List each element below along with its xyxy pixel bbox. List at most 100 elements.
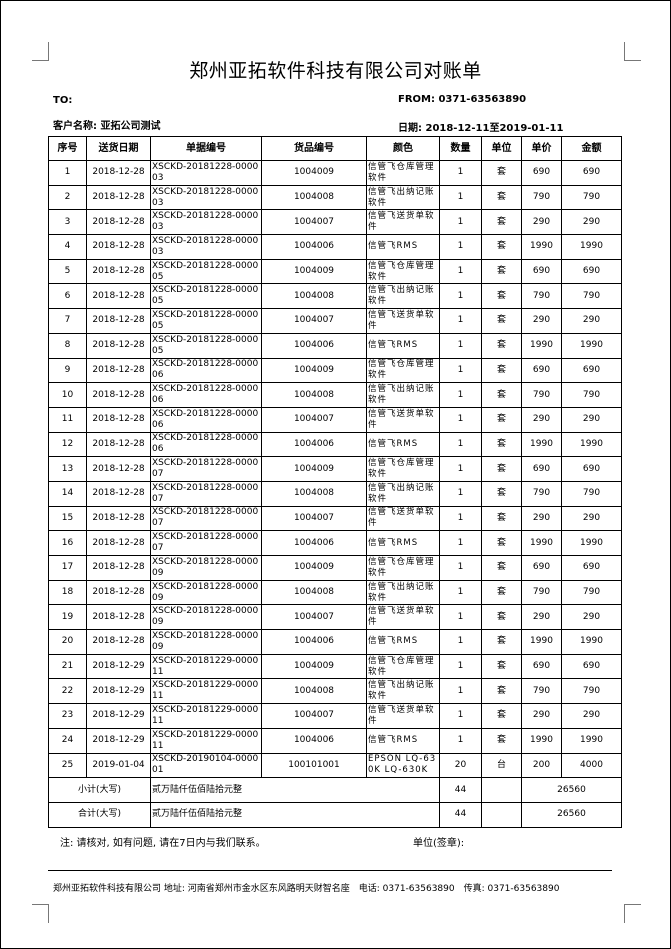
table-cell: 信管飞RMS [366, 431, 440, 458]
table-cell: 11 [48, 406, 87, 433]
table-cell: XSCKD-20181228-000006 [150, 406, 262, 433]
table-cell: 1990 [561, 629, 622, 655]
table-row: 2 2018-12-28 XSCKD-20181228-000003 1004008 信… [48, 184, 622, 211]
table-cell: XSCKD-20181228-000009 [150, 604, 262, 631]
table-cell: 套 [481, 629, 522, 655]
table-cell: EPSON LQ-630K LQ-630K [366, 752, 440, 779]
table-row: 23 2018-12-29 XSCKD-20181229-000011 1004007… [48, 703, 622, 729]
table-cell: 信管飞送货单软件 [366, 406, 440, 433]
table-cell: 2018-12-28 [86, 530, 151, 556]
table-cell: 290 [521, 308, 562, 334]
table-cell: 690 [561, 555, 622, 581]
table-cell: 套 [481, 382, 522, 408]
table-cell: 2018-12-28 [86, 332, 151, 359]
crop-mark [624, 904, 641, 923]
table-cell: 套 [481, 530, 522, 556]
subtotal-quantity: 44 [439, 777, 482, 803]
table-cell: 690 [521, 456, 562, 482]
column-header: 单位 [481, 136, 522, 161]
table-cell: 信管飞送货单软件 [366, 703, 440, 729]
table-cell: 1004009 [261, 258, 367, 285]
table-cell: 690 [521, 258, 562, 285]
table-cell: 2018-12-28 [86, 604, 151, 631]
table-cell: 20 [439, 752, 482, 779]
column-header: 金额 [561, 136, 622, 161]
table-cell: 1004008 [261, 678, 367, 705]
table-cell: 信管飞送货单软件 [366, 604, 440, 631]
table-cell: 1990 [521, 431, 562, 458]
table-cell: 信管飞仓库管理软件 [366, 357, 440, 384]
table-cell: 套 [481, 160, 522, 186]
table-cell: XSCKD-20181228-000007 [150, 505, 262, 532]
table-cell: 1 [439, 234, 482, 260]
table-cell: 2018-12-29 [86, 703, 151, 729]
table-cell: 1 [439, 579, 482, 606]
table-cell: 9 [48, 357, 87, 384]
table-cell: 套 [481, 505, 522, 532]
document-title: 郑州亚拓软件科技有限公司对账单 [189, 60, 482, 82]
table-cell: 2018-12-29 [86, 727, 151, 754]
table-row: 16 2018-12-28 XSCKD-20181228-000007 1004006… [48, 530, 622, 556]
table-row: 21 2018-12-29 XSCKD-20181229-000011 1004009… [48, 653, 622, 680]
table-row: 25 2019-01-04 XSCKD-20190104-000001 1001010… [48, 752, 622, 779]
table-cell: 790 [561, 382, 622, 408]
table-cell: 1 [439, 160, 482, 186]
table-cell: 2018-12-28 [86, 234, 151, 260]
table-cell: 1 [48, 160, 87, 186]
footer-contact: 郑州亚拓软件科技有限公司 地址: 河南省郑州市金水区东风路明天财智名座 电话: … [53, 884, 560, 894]
table-cell: 690 [521, 653, 562, 680]
table-cell: 套 [481, 555, 522, 581]
table-cell: 200 [521, 752, 562, 779]
table-cell: 2018-12-29 [86, 653, 151, 680]
table-row: 19 2018-12-28 XSCKD-20181228-000009 1004007… [48, 604, 622, 631]
table-cell: 1004009 [261, 555, 367, 581]
table-cell: 信管飞仓库管理软件 [366, 653, 440, 680]
table-cell: XSCKD-20181228-000006 [150, 382, 262, 408]
table-cell: 2018-12-28 [86, 160, 151, 186]
table-cell: 信管飞RMS [366, 234, 440, 260]
to-label: TO: [53, 95, 73, 106]
table-cell: 1 [439, 629, 482, 655]
table-cell: XSCKD-20181229-000011 [150, 703, 262, 729]
from-phone: FROM: 0371-63563890 [398, 94, 527, 105]
table-cell: 套 [481, 258, 522, 285]
table-cell: 1004007 [261, 703, 367, 729]
table-cell: 1 [439, 431, 482, 458]
table-cell: 2018-12-29 [86, 678, 151, 705]
table-cell: 290 [521, 209, 562, 236]
table-cell: 790 [521, 579, 562, 606]
table-cell: 信管飞出纳记账软件 [366, 283, 440, 310]
table-cell: 套 [481, 184, 522, 211]
table-cell: 1004008 [261, 283, 367, 310]
table-cell: 1004009 [261, 456, 367, 482]
table-cell: 套 [481, 678, 522, 705]
table-cell: 1990 [561, 727, 622, 754]
column-header: 单据编号 [150, 136, 262, 161]
table-cell: 790 [521, 382, 562, 408]
table-cell: 1004009 [261, 357, 367, 384]
table-cell: 1004007 [261, 604, 367, 631]
table-cell: 信管飞出纳记账软件 [366, 678, 440, 705]
table-cell: 15 [48, 505, 87, 532]
table-cell: 台 [481, 752, 522, 779]
crop-mark [624, 42, 641, 61]
table-cell: 套 [481, 406, 522, 433]
table-cell: 2 [48, 184, 87, 211]
table-cell: 7 [48, 308, 87, 334]
table-row: 4 2018-12-28 XSCKD-20181228-000003 1004006 信… [48, 234, 622, 260]
table-cell: 套 [481, 308, 522, 334]
table-cell: 690 [521, 555, 562, 581]
column-header: 货品编号 [261, 136, 367, 161]
table-cell: 690 [561, 160, 622, 186]
table-cell: 1 [439, 308, 482, 334]
table-cell: 2018-12-28 [86, 480, 151, 507]
table-cell: 套 [481, 456, 522, 482]
table-cell: 290 [521, 505, 562, 532]
table-cell: 2018-12-28 [86, 308, 151, 334]
table-cell: XSCKD-20181228-000005 [150, 308, 262, 334]
table-cell: 1004009 [261, 653, 367, 680]
table-cell: 信管飞仓库管理软件 [366, 160, 440, 186]
table-cell: 19 [48, 604, 87, 631]
table-cell: 2018-12-28 [86, 406, 151, 433]
total-label: 合计(大写) [48, 801, 151, 828]
